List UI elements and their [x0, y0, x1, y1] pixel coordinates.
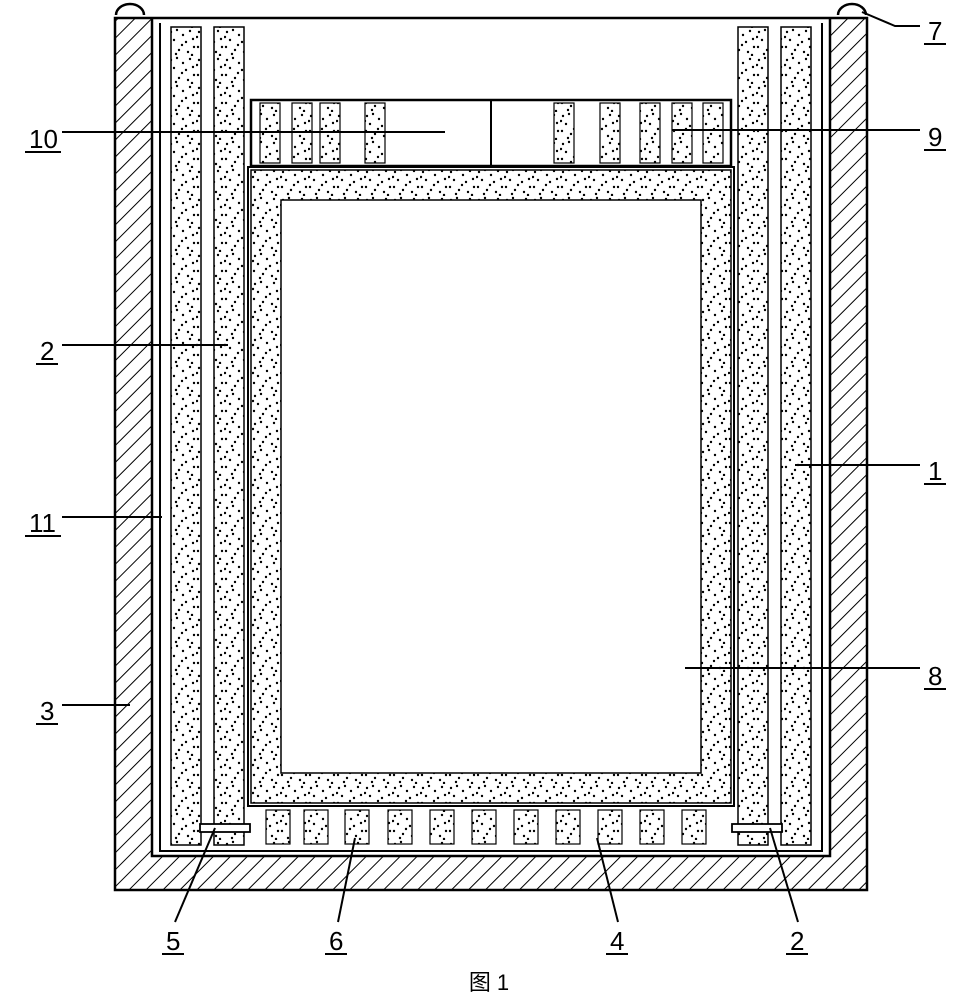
- bottom-bar-4: [430, 810, 454, 844]
- label-1: 1: [928, 456, 942, 486]
- label-3: 3: [40, 696, 54, 726]
- mid-ring: [251, 170, 731, 803]
- label-5: 5: [166, 926, 180, 956]
- bottom-bar-1: [304, 810, 328, 844]
- label-4: 4: [610, 926, 624, 956]
- diagram-container: 79102111835642 图 1: [0, 0, 978, 1000]
- top-bar-7: [672, 103, 692, 163]
- label-11: 11: [29, 508, 56, 538]
- tall-bar-0: [171, 27, 201, 845]
- tall-bar-3: [781, 27, 811, 845]
- top-bar-8: [703, 103, 723, 163]
- diagram-svg: 79102111835642: [0, 0, 978, 1000]
- label-9: 9: [928, 122, 942, 152]
- label-8: 8: [928, 661, 942, 691]
- handle-left: [116, 4, 144, 15]
- label-10: 10: [29, 124, 58, 154]
- handle-right: [838, 4, 866, 15]
- top-bar-4: [554, 103, 574, 163]
- bottom-bar-10: [682, 810, 706, 844]
- connector: [200, 824, 250, 832]
- bottom-bar-5: [472, 810, 496, 844]
- bottom-bar-0: [266, 810, 290, 844]
- connector: [732, 824, 782, 832]
- tall-bar-1: [214, 27, 244, 845]
- bottom-bar-8: [598, 810, 622, 844]
- label-7: 7: [928, 16, 942, 46]
- leader-7: [862, 12, 920, 26]
- bottom-bar-6: [514, 810, 538, 844]
- bottom-bar-7: [556, 810, 580, 844]
- mid-ring-outline: [248, 167, 734, 806]
- bottom-bar-2: [345, 810, 369, 844]
- top-bar-5: [600, 103, 620, 163]
- tall-bar-2: [738, 27, 768, 845]
- bottom-bar-3: [388, 810, 412, 844]
- figure-caption: 图 1: [469, 965, 509, 997]
- bottom-bar-9: [640, 810, 664, 844]
- top-bar-6: [640, 103, 660, 163]
- label-2: 2: [40, 336, 54, 366]
- label-2: 2: [790, 926, 804, 956]
- label-6: 6: [329, 926, 343, 956]
